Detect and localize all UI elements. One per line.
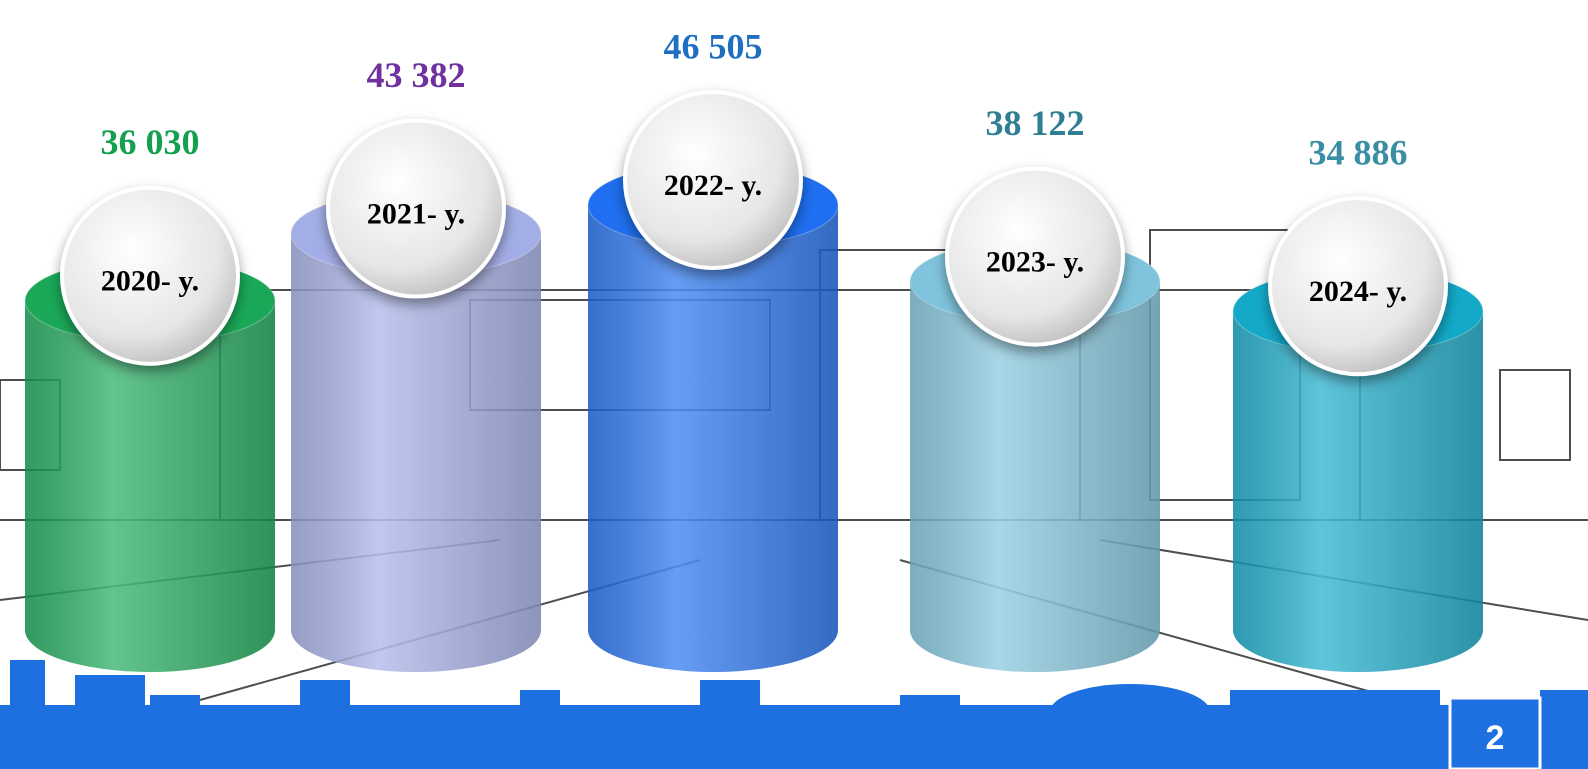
slide-number: 2: [1486, 719, 1505, 757]
year-label: 2021- y.: [367, 197, 465, 230]
year-disc: [623, 90, 803, 270]
cylinder-shine: [291, 233, 541, 673]
value-label: 43 382: [367, 55, 466, 95]
skyline: [0, 660, 1588, 769]
year-disc: [326, 118, 506, 299]
year-label: 2022- y.: [664, 169, 762, 202]
year-disc: [1268, 196, 1448, 377]
cylinder-shine: [25, 300, 275, 672]
cylinder-shine: [588, 205, 838, 672]
value-label: 38 122: [986, 103, 1085, 143]
cylinder-shine: [910, 281, 1160, 672]
value-label: 36 030: [101, 122, 200, 162]
value-label: 46 505: [664, 26, 763, 66]
slide-number-box: [1448, 696, 1542, 769]
cylinder-shine: [1233, 311, 1483, 672]
year-label: 2024- y.: [1309, 275, 1407, 308]
year-label: 2023- y.: [986, 246, 1084, 279]
value-label: 34 886: [1309, 132, 1408, 172]
year-disc: [60, 185, 240, 366]
year-disc: [945, 166, 1125, 347]
year-label: 2020- y.: [101, 265, 199, 298]
